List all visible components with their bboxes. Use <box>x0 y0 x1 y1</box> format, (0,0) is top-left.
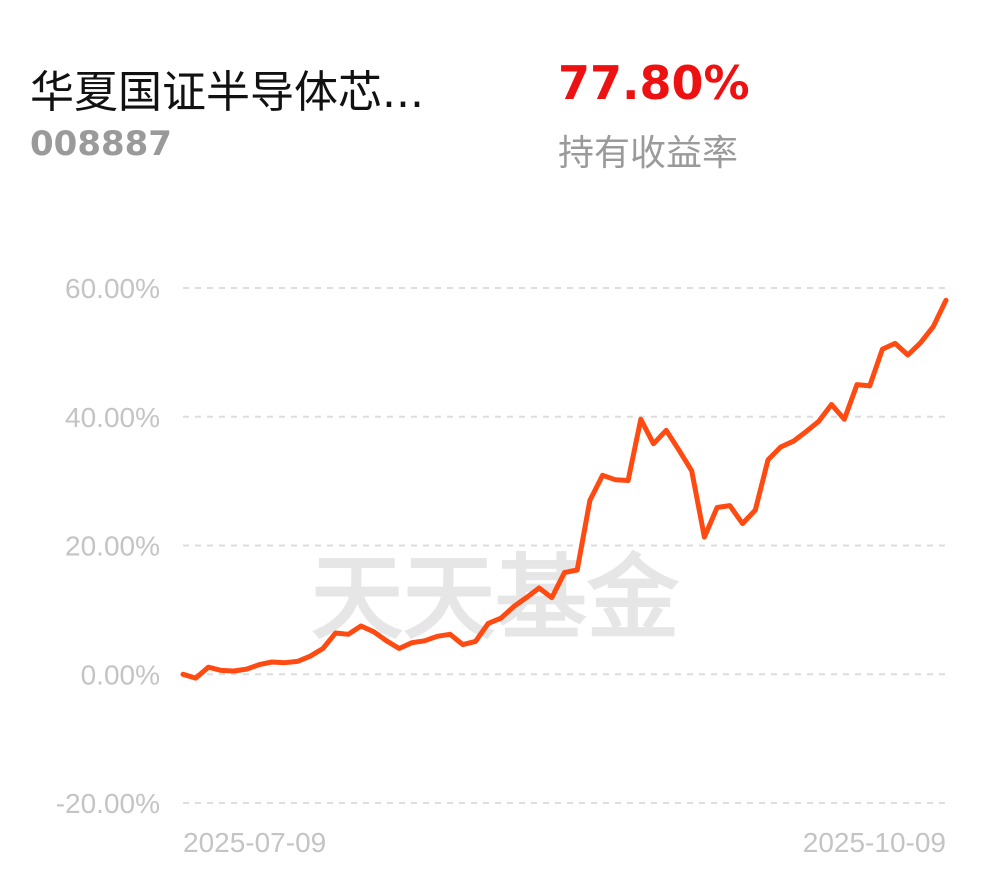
watermark-text: 天天基金 <box>311 544 680 652</box>
x-tick-label: 2025-10-09 <box>803 827 946 858</box>
series-line-holding-yield <box>180 297 949 681</box>
holding-yield-label: 持有收益率 <box>558 133 739 174</box>
y-tick-label: 0.00% <box>81 659 160 690</box>
holding-yield-value: 77.80% <box>558 56 750 110</box>
y-tick-label: 40.00% <box>65 402 160 433</box>
y-tick-label: -20.00% <box>56 788 160 819</box>
fund-code: 008887 <box>30 124 172 164</box>
x-axis-tick-labels: 2025-07-09 2025-10-09 <box>183 827 946 858</box>
y-tick-label: 60.00% <box>65 273 160 304</box>
y-axis-tick-labels: 60.00% 40.00% 20.00% 0.00% -20.00% <box>56 273 160 819</box>
x-tick-label: 2025-07-09 <box>183 827 326 858</box>
fund-name: 华夏国证半导体芯... <box>30 67 424 118</box>
y-tick-label: 20.00% <box>65 531 160 562</box>
